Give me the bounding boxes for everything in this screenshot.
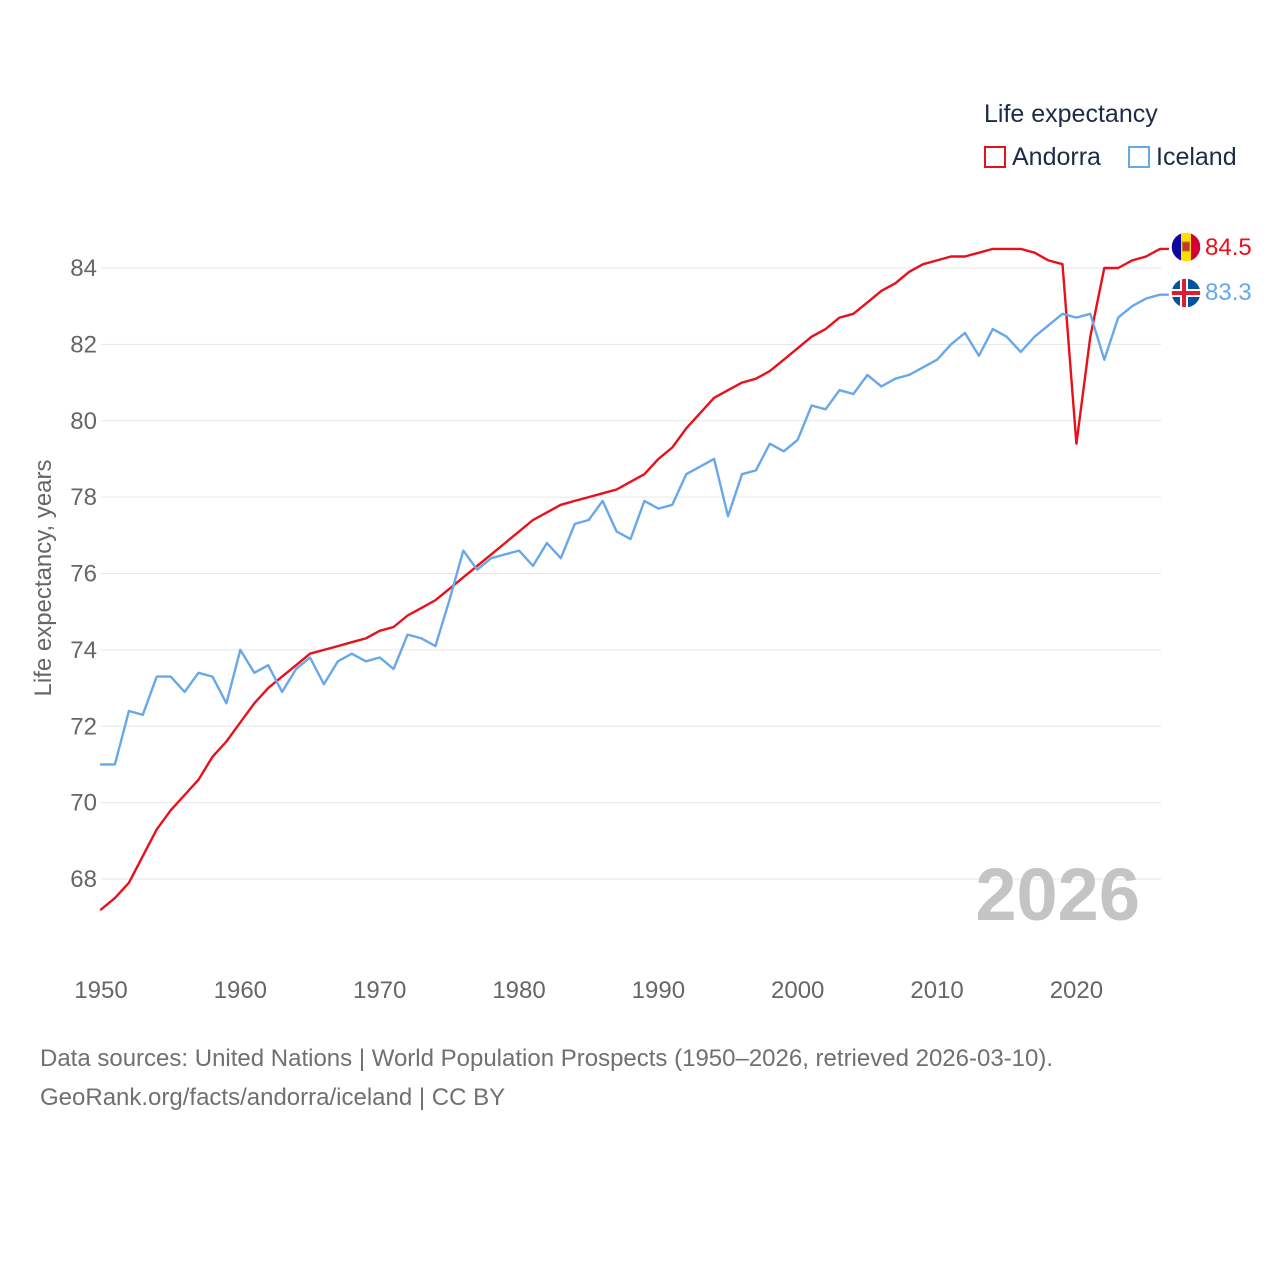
series-line-andorra[interactable]	[99, 247, 1170, 911]
y-tick-label-68: 68	[70, 866, 97, 893]
y-axis-ticks: 68 70 72 74 76 78 80 82 84	[70, 255, 97, 893]
andorra-flag-icon	[1170, 231, 1202, 263]
year-watermark: 2026	[975, 853, 1140, 936]
series-lines	[99, 247, 1170, 911]
gridlines	[101, 267, 1161, 880]
x-tick-label-2000: 2000	[771, 977, 824, 1004]
iceland-end-value: 83.3	[1205, 279, 1252, 306]
legend-item-andorra[interactable]: Andorra	[984, 142, 1101, 172]
y-axis-label: Life expectancy, years	[30, 459, 57, 696]
iceland-flag-icon	[1170, 277, 1202, 309]
legend-label-andorra: Andorra	[1012, 142, 1101, 171]
y-tick-label-82: 82	[70, 331, 97, 358]
y-tick-label-76: 76	[70, 561, 97, 588]
legend-swatch-andorra	[984, 146, 1006, 168]
x-axis-ticks: 1950 1960 1970 1980 1990 2000 2010 2020	[74, 977, 1103, 1004]
source-line-1: Data sources: United Nations | World Pop…	[40, 1045, 1054, 1072]
series-line-iceland[interactable]	[99, 293, 1170, 766]
x-tick-label-1960: 1960	[214, 977, 267, 1004]
x-tick-label-1970: 1970	[353, 977, 406, 1004]
y-tick-label-74: 74	[70, 637, 97, 664]
legend-swatch-iceland	[1128, 146, 1150, 168]
x-tick-label-2020: 2020	[1050, 977, 1103, 1004]
x-tick-label-1990: 1990	[632, 977, 685, 1004]
y-tick-label-84: 84	[70, 255, 97, 282]
source-line-2[interactable]: GeoRank.org/facts/andorra/iceland | CC B…	[40, 1084, 506, 1111]
legend-label-iceland: Iceland	[1156, 142, 1237, 171]
y-tick-label-80: 80	[70, 408, 97, 435]
y-tick-label-72: 72	[70, 713, 97, 740]
x-tick-label-2010: 2010	[910, 977, 963, 1004]
legend-title: Life expectancy	[984, 100, 1158, 128]
legend-item-iceland[interactable]: Iceland	[1128, 142, 1237, 172]
y-tick-label-78: 78	[70, 484, 97, 511]
andorra-end-value: 84.5	[1205, 234, 1252, 261]
y-tick-label-70: 70	[70, 790, 97, 817]
x-tick-label-1980: 1980	[492, 977, 545, 1004]
x-tick-label-1950: 1950	[74, 977, 127, 1004]
